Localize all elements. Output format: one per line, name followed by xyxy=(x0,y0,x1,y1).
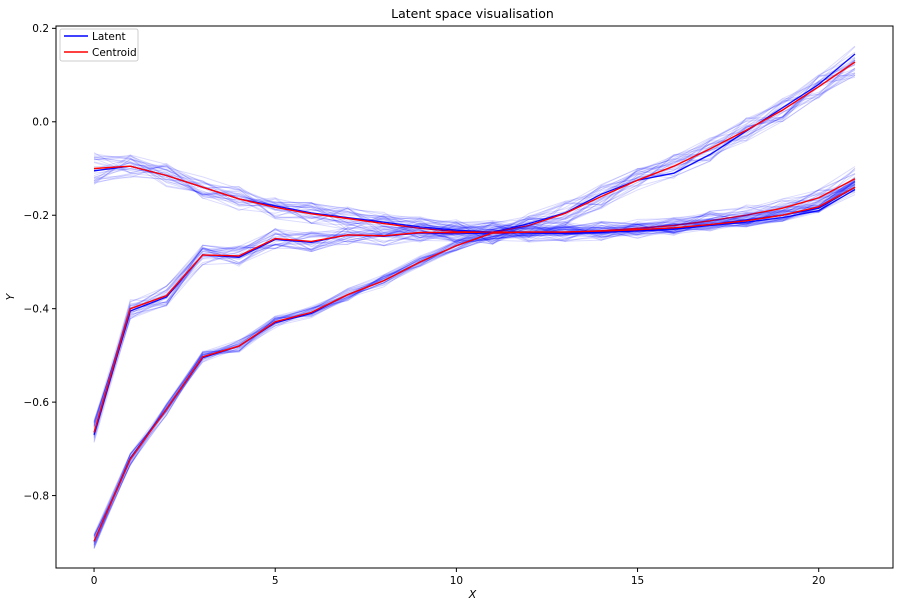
legend-centroid-label: Centroid xyxy=(92,47,137,59)
latent-trace xyxy=(93,194,856,536)
latent-bundle-2 xyxy=(93,179,856,550)
latent-trace xyxy=(93,185,856,434)
legend-box xyxy=(59,28,139,62)
latent-trace xyxy=(93,189,856,438)
latent-trace xyxy=(93,63,856,237)
y-axis-label: Y xyxy=(4,292,17,300)
y-axis: −0.8 −0.6 −0.4 −0.2 0.0 0.2 xyxy=(24,23,56,502)
latent-trace xyxy=(93,183,856,545)
centroid-line xyxy=(93,186,856,542)
latent-trace xyxy=(93,181,856,550)
latent-trace xyxy=(93,173,856,427)
y-tick-label: −0.4 xyxy=(24,303,50,315)
y-tick-label: −0.8 xyxy=(24,490,50,502)
latent-trace xyxy=(93,46,856,231)
latent-trace xyxy=(93,180,856,548)
y-tick-label: 0.0 xyxy=(32,117,49,129)
latent-bundle-1 xyxy=(93,166,856,443)
latent-trace xyxy=(93,180,856,547)
latent-trace xyxy=(93,182,856,539)
latent-trace xyxy=(93,166,856,423)
legend-latent-label: Latent xyxy=(92,31,126,43)
latent-trace xyxy=(93,59,856,244)
latent-trace xyxy=(93,176,856,442)
latent-trace xyxy=(93,183,856,424)
latent-trace xyxy=(93,183,856,548)
x-tick-label: 5 xyxy=(272,575,279,587)
latent-trace xyxy=(93,73,856,238)
latent-trace xyxy=(93,59,856,238)
latent-trace xyxy=(93,168,856,443)
lines-layer xyxy=(93,45,856,550)
centroid-line xyxy=(93,61,856,234)
latent-trace xyxy=(93,72,856,239)
latent-trace xyxy=(93,57,856,245)
latent-trace xyxy=(93,53,856,228)
latent-trace xyxy=(93,180,856,543)
latent-trace xyxy=(93,182,856,428)
x-axis-label: X xyxy=(468,588,477,601)
latent-trace xyxy=(93,62,856,242)
latent-trace xyxy=(93,189,856,544)
latent-trace xyxy=(93,189,856,439)
latent-trace xyxy=(93,74,856,243)
latent-trace xyxy=(93,169,856,434)
latent-trace xyxy=(93,59,856,238)
plot-frame xyxy=(55,25,894,569)
centroid-line xyxy=(93,178,856,433)
latent-trace xyxy=(93,73,856,231)
latent-trace xyxy=(93,184,856,547)
y-tick-label: −0.2 xyxy=(24,210,50,222)
legend: Latent Centroid xyxy=(59,28,139,62)
chart-title: Latent space visualisation xyxy=(391,6,554,21)
latent-trace xyxy=(93,61,856,224)
latent-trace xyxy=(93,189,856,424)
latent-trace xyxy=(93,57,856,228)
latent-trace xyxy=(93,172,856,422)
y-tick-label: −0.6 xyxy=(24,397,50,409)
x-tick-label: 20 xyxy=(812,575,825,587)
x-tick-label: 15 xyxy=(631,575,644,587)
latent-trace xyxy=(93,67,856,245)
y-tick-label: 0.2 xyxy=(32,23,49,35)
latent-trace xyxy=(93,45,856,242)
latent-trace xyxy=(93,179,856,421)
latent-trace xyxy=(93,68,856,238)
latent-trace xyxy=(93,67,856,243)
latent-trace xyxy=(93,72,856,240)
latent-trace xyxy=(93,188,856,536)
latent-trace xyxy=(93,181,856,543)
latent-trace xyxy=(93,190,856,545)
latent-trace xyxy=(93,59,856,240)
x-axis: 0 5 10 15 20 xyxy=(91,568,825,587)
x-tick-label: 0 xyxy=(91,575,98,587)
latent-trace xyxy=(93,187,856,546)
x-tick-label: 10 xyxy=(450,575,463,587)
